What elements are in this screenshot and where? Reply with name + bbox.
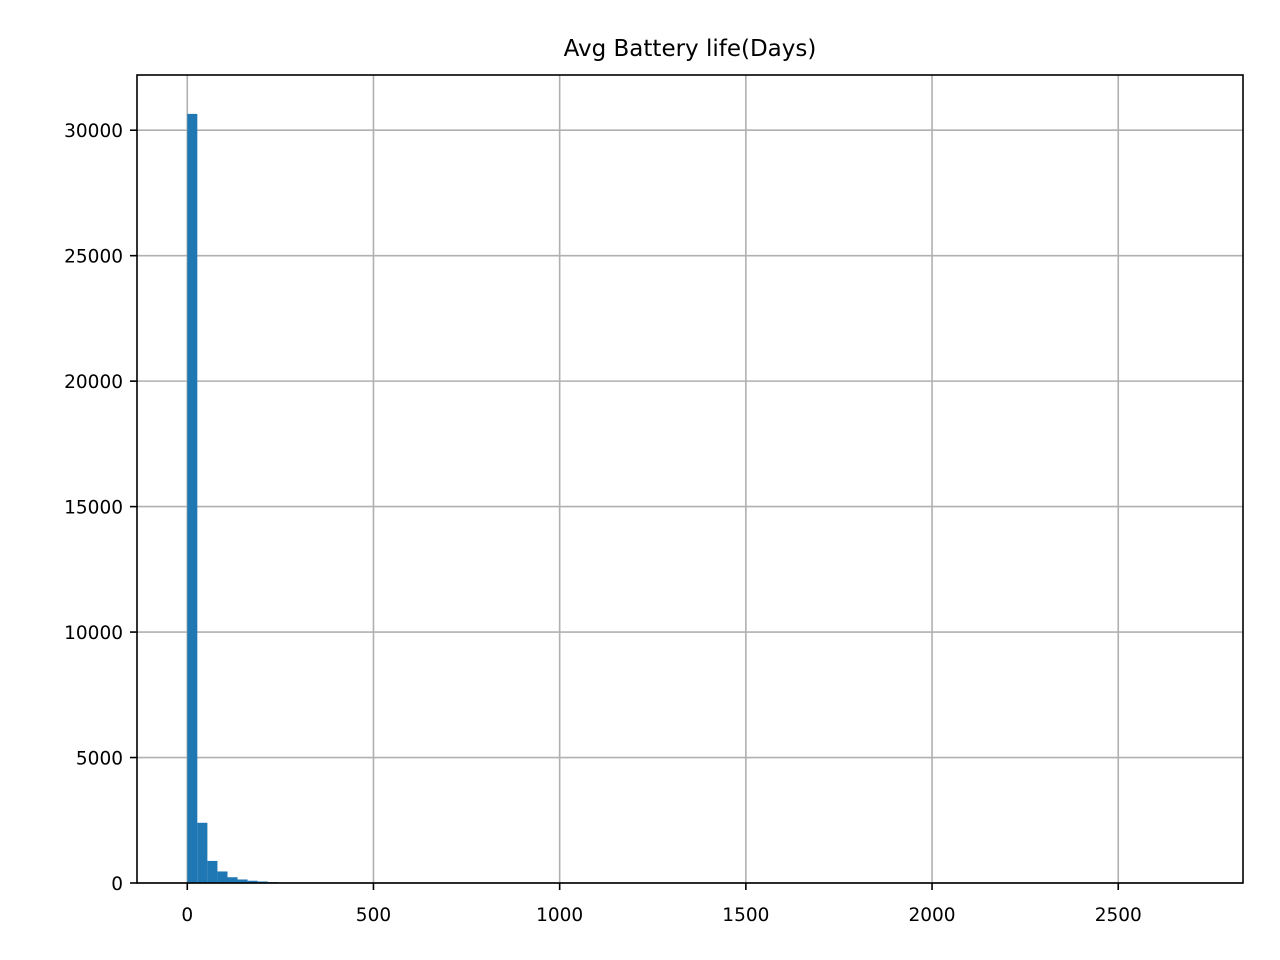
x-tick-label: 2000 <box>909 905 956 926</box>
histogram-bar <box>217 871 228 883</box>
x-tick-label: 1000 <box>536 905 583 926</box>
histogram-bar <box>247 880 258 883</box>
y-tick-label: 30000 <box>64 121 123 142</box>
histogram-bars <box>187 113 288 883</box>
x-tick-label: 0 <box>181 905 193 926</box>
histogram-bar <box>187 113 198 883</box>
x-tick-label: 1500 <box>722 905 769 926</box>
x-tick-label: 2500 <box>1095 905 1142 926</box>
y-tick-label: 10000 <box>64 623 123 644</box>
y-tick-label: 20000 <box>64 372 123 393</box>
histogram-bar <box>237 879 248 883</box>
plot-frame <box>136 74 1244 884</box>
y-tick-label: 5000 <box>76 749 123 770</box>
histogram-bar <box>197 822 208 883</box>
y-tick-label: 0 <box>111 874 123 895</box>
x-axis-ticks: 0 500 1000 1500 2000 2500 <box>181 883 1142 926</box>
y-tick-label: 25000 <box>64 247 123 268</box>
y-axis-ticks: 0 5000 10000 15000 20000 25000 30000 <box>64 121 137 895</box>
histogram-bar <box>207 860 218 883</box>
grid-lines <box>137 75 1243 884</box>
x-tick-label: 500 <box>356 905 391 926</box>
y-tick-label: 15000 <box>64 498 123 519</box>
chart-title: Avg Battery life(Days) <box>564 36 817 62</box>
histogram-bar <box>227 877 238 883</box>
